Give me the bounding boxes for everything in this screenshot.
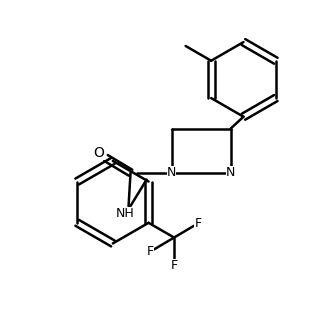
Text: N: N [226, 166, 236, 179]
Text: O: O [94, 146, 105, 160]
Text: F: F [194, 217, 202, 230]
Text: NH: NH [116, 208, 135, 220]
Text: F: F [147, 245, 154, 258]
Text: F: F [171, 259, 178, 272]
Text: N: N [167, 166, 176, 179]
